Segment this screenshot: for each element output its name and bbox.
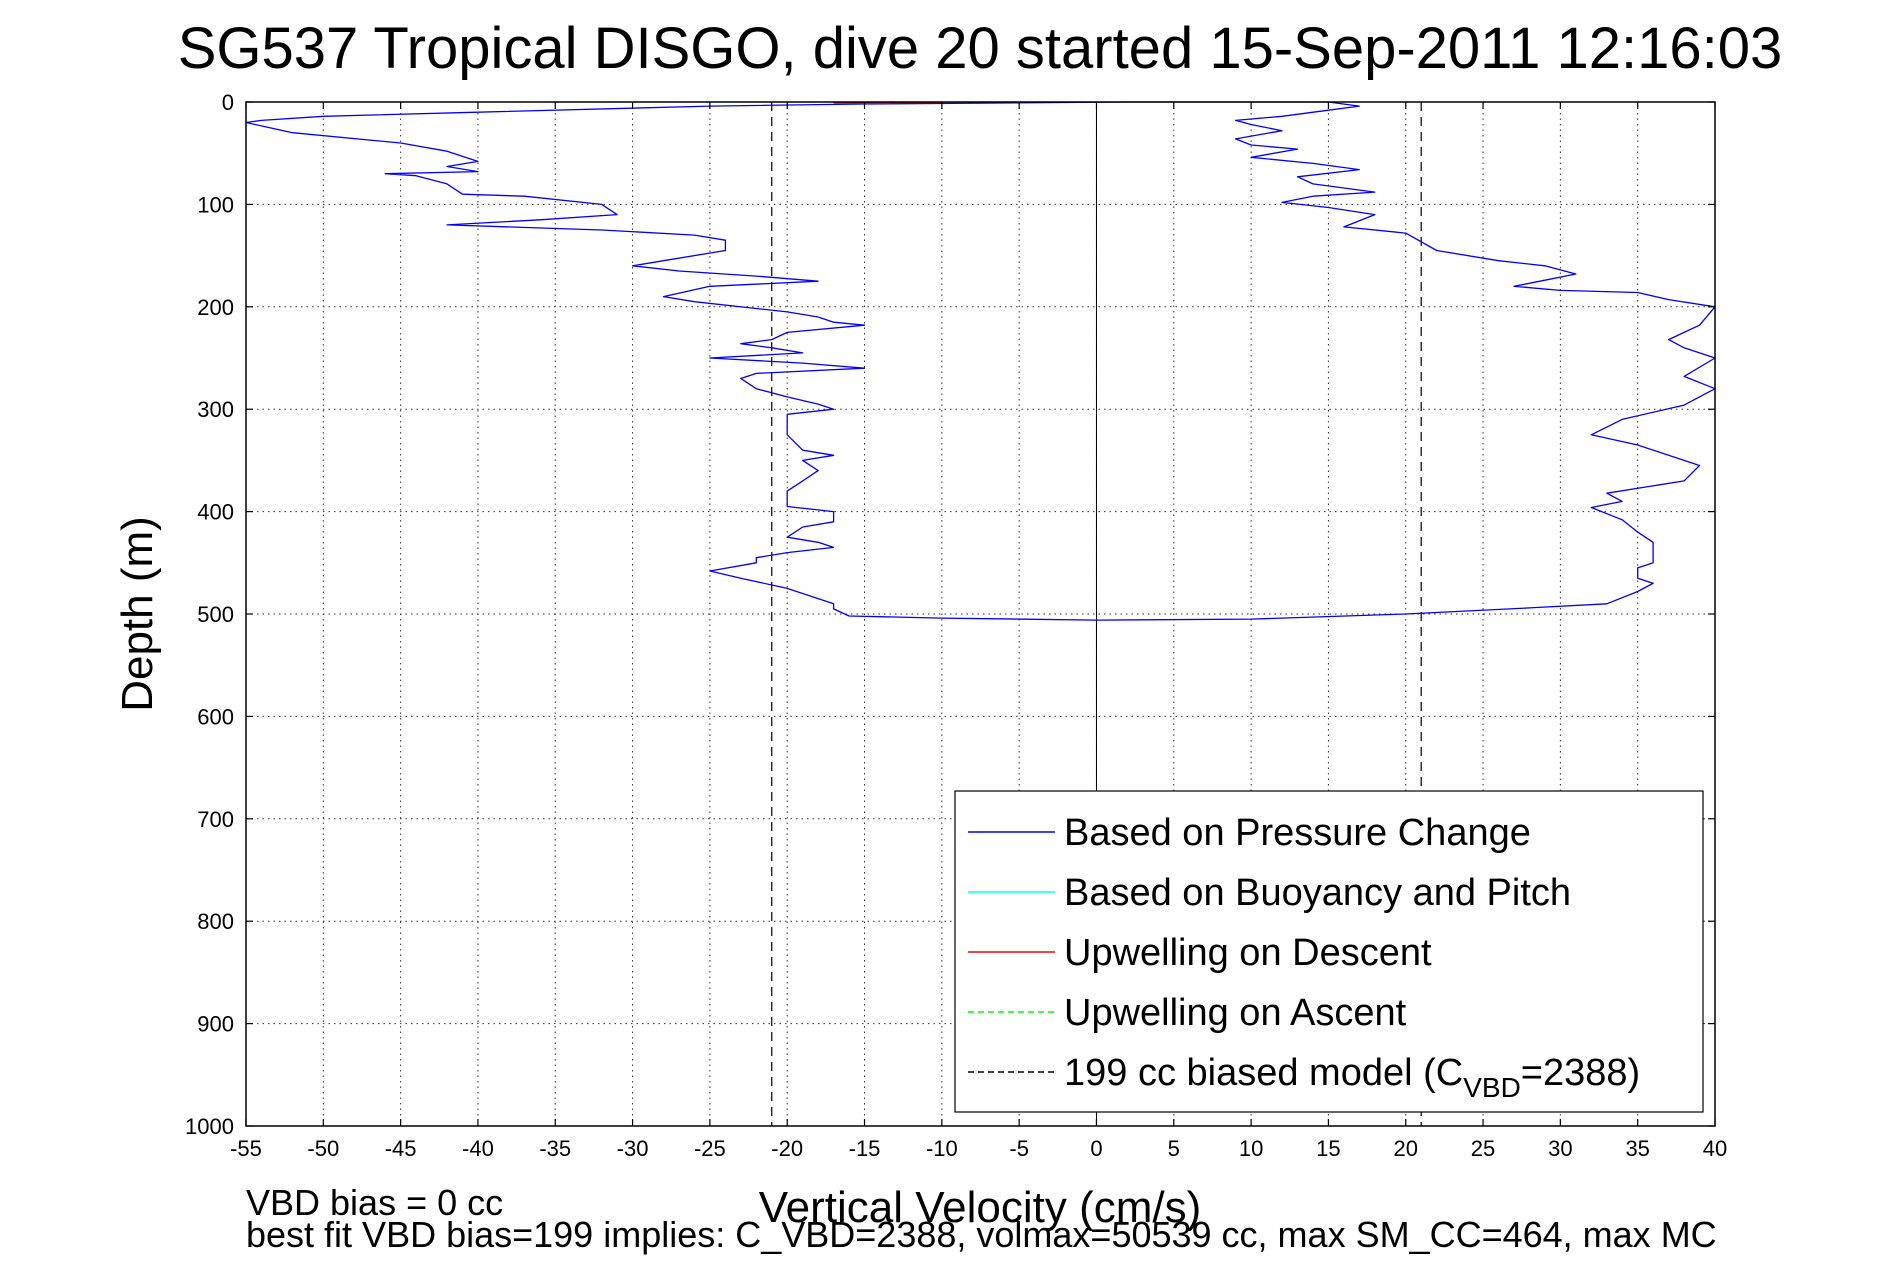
x-tick-label: 20 (1393, 1136, 1417, 1161)
series-layer (245, 101, 1716, 621)
x-tick-label: 25 (1471, 1136, 1495, 1161)
x-axis-label: Vertical Velocity (cm/s) (759, 1183, 1202, 1232)
y-tick-label: 1000 (185, 1114, 234, 1139)
x-tick-label: -5 (1009, 1136, 1029, 1161)
y-tick-label: 800 (197, 909, 234, 934)
legend-label: Based on Buoyancy and Pitch (1064, 872, 1571, 914)
x-tick-label: -20 (771, 1136, 803, 1161)
y-tick-label: 0 (222, 90, 234, 115)
x-tick-label: -55 (230, 1136, 262, 1161)
y-tick-label: 900 (197, 1012, 234, 1037)
x-tick-label: 30 (1548, 1136, 1572, 1161)
chart-title: SG537 Tropical DISGO, dive 20 started 15… (178, 16, 1783, 81)
x-tick-label: 15 (1316, 1136, 1340, 1161)
y-tick-label: 400 (197, 500, 234, 525)
x-tick-label: -15 (849, 1136, 881, 1161)
legend-label-text: Upwelling on Ascent (1064, 992, 1407, 1034)
legend-label: Based on Pressure Change (1064, 812, 1531, 854)
y-tick-label: 600 (197, 704, 234, 729)
footer-line-1: VBD bias = 0 cc (246, 1182, 503, 1223)
x-tick-label: 40 (1703, 1136, 1727, 1161)
legend-label-text: Upwelling on Descent (1064, 932, 1432, 974)
y-tick-label: 100 (197, 192, 234, 217)
x-tick-label: -25 (694, 1136, 726, 1161)
legend-label-text: 199 cc biased model (C (1064, 1052, 1463, 1094)
y-tick-label: 500 (197, 602, 234, 627)
y-tick-label: 200 (197, 295, 234, 320)
legend-box (954, 790, 1704, 1113)
x-tick-label: -40 (462, 1136, 494, 1161)
y-tick-label: 300 (197, 397, 234, 422)
y-axis-label: Depth (m) (113, 516, 162, 712)
legend-label-subscript: VBD (1463, 1072, 1521, 1103)
x-ticks: -55 -50 -45 -40 -35 -30 -25 -20 -15 -10 -5 0 5 10 15 20… (230, 102, 1727, 1161)
based-on-pressure-change-line (245, 101, 1716, 621)
legend-label: Upwelling on Ascent (1064, 992, 1407, 1034)
y-tick-label: 700 (197, 807, 234, 832)
x-tick-label: 10 (1239, 1136, 1263, 1161)
legend-label-text: Based on Buoyancy and Pitch (1064, 872, 1571, 914)
x-tick-label: -35 (539, 1136, 571, 1161)
x-tick-label: 5 (1168, 1136, 1180, 1161)
legend-label: 199 cc biased model (CVBD=2388) (1064, 1052, 1640, 1103)
legend: Based on Pressure Change Based on Buoyanc… (954, 790, 1704, 1113)
x-tick-label: -30 (617, 1136, 649, 1161)
legend-label-text: Based on Pressure Change (1064, 812, 1531, 854)
legend-label: Upwelling on Descent (1064, 932, 1432, 974)
footer-line-2: best fit VBD bias=199 implies: C_VBD=238… (246, 1214, 1717, 1255)
x-tick-label: -50 (307, 1136, 339, 1161)
x-tick-label: 0 (1090, 1136, 1102, 1161)
y-ticks: 0 100 200 300 400 500 600 700 800 900 1000 (185, 90, 1715, 1139)
x-tick-label: 35 (1625, 1136, 1649, 1161)
x-tick-label: -10 (926, 1136, 958, 1161)
legend-label-suffix: =2388) (1521, 1052, 1640, 1094)
x-tick-label: -45 (385, 1136, 417, 1161)
